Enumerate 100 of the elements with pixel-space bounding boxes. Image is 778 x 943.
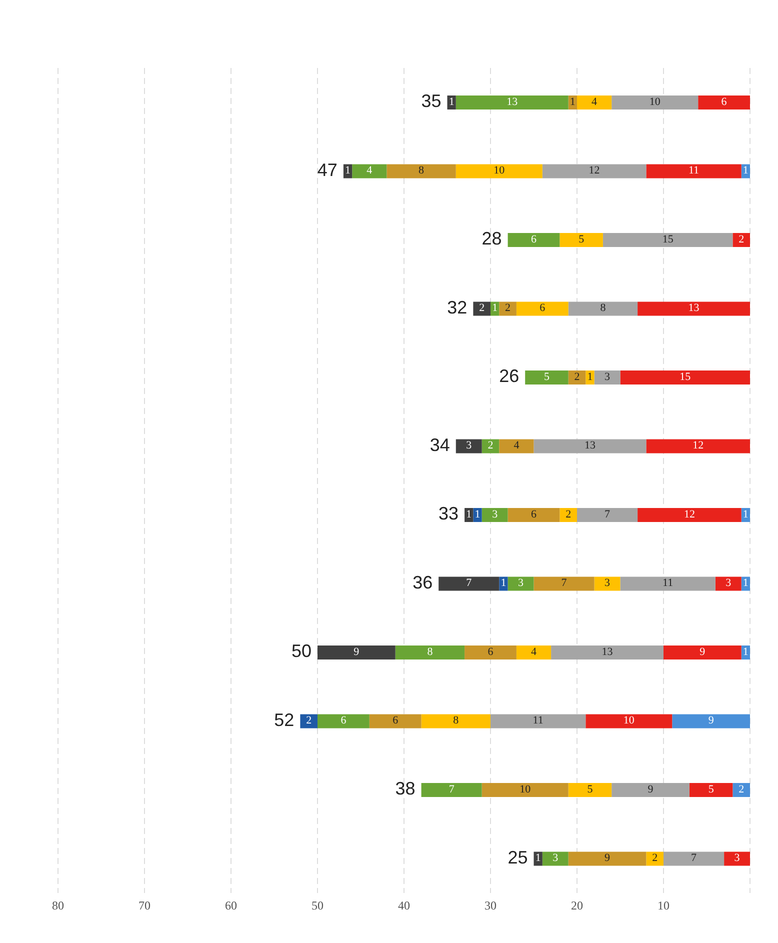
data-label: 1 [742, 508, 748, 520]
data-label: 3 [492, 508, 498, 520]
bar [386, 164, 456, 178]
bar [300, 714, 318, 728]
bar [638, 508, 742, 522]
bar [516, 646, 552, 660]
x-tick-label: 80 [52, 898, 64, 913]
data-label: 6 [488, 646, 494, 658]
bar [499, 302, 516, 316]
data-label: 8 [418, 164, 425, 177]
data-label: 6 [540, 302, 546, 314]
data-label: 11 [662, 577, 674, 590]
data-label: 1 [345, 164, 351, 177]
bar [534, 439, 646, 454]
total-label: 38 [395, 778, 416, 799]
data-label: 7 [448, 783, 455, 796]
bar [438, 576, 500, 591]
bar [732, 783, 750, 797]
data-label: 4 [531, 646, 537, 658]
data-label: 4 [366, 164, 373, 177]
bar [577, 508, 638, 522]
total-label: 36 [412, 572, 433, 592]
data-label: 8 [427, 646, 434, 658]
x-tick-label: 20 [571, 898, 583, 913]
bar [672, 714, 750, 728]
bar [689, 783, 733, 797]
data-label: 15 [680, 370, 692, 383]
data-label: 13 [584, 440, 596, 452]
bar [499, 439, 534, 454]
data-label: 1 [742, 577, 748, 590]
data-label: 1 [466, 508, 472, 520]
data-label: 12 [684, 508, 695, 520]
data-label: 9 [648, 783, 654, 796]
bar [602, 233, 733, 247]
data-label: 1 [742, 164, 748, 177]
data-label: 7 [604, 508, 611, 520]
bar [318, 646, 396, 660]
data-label: 2 [566, 508, 572, 520]
bar [508, 233, 560, 247]
data-label: 2 [479, 302, 485, 314]
data-label: 4 [592, 96, 598, 108]
x-tick-label: 40 [398, 898, 410, 913]
bar [421, 783, 482, 797]
total-label: 47 [317, 160, 338, 180]
total-label: 35 [421, 91, 442, 112]
total-label: 33 [438, 504, 459, 524]
data-label: 1 [492, 302, 498, 314]
x-tick-label: 60 [225, 898, 237, 913]
data-label: 8 [453, 714, 460, 727]
bar [646, 439, 750, 454]
bar [594, 370, 620, 384]
bar [421, 714, 490, 728]
bar [490, 714, 586, 728]
data-label: 1 [500, 577, 506, 590]
data-label: 11 [532, 714, 544, 727]
bar [542, 164, 646, 178]
data-label: 1 [587, 370, 593, 383]
data-label: 1 [535, 852, 541, 864]
bar [464, 646, 516, 660]
bar [551, 646, 664, 660]
data-label: 3 [734, 852, 740, 864]
bar [568, 783, 612, 797]
data-label: 2 [574, 370, 580, 383]
bar [568, 370, 586, 384]
data-label: 10 [623, 714, 635, 727]
data-label: 1 [570, 96, 576, 108]
bar [352, 164, 387, 178]
bar [620, 370, 750, 384]
bar [715, 576, 742, 591]
total-label: 50 [291, 641, 312, 662]
total-label: 34 [430, 434, 450, 455]
data-label: 15 [662, 233, 674, 246]
bar [516, 302, 568, 316]
data-label: 5 [578, 233, 585, 246]
data-label: 2 [488, 440, 494, 452]
bar [456, 96, 568, 110]
bar [456, 439, 482, 454]
total-label: 25 [508, 847, 528, 868]
data-label: 13 [688, 302, 700, 314]
data-label: 1 [448, 96, 454, 108]
bar [646, 852, 664, 866]
data-label: 12 [588, 164, 600, 177]
bar [395, 646, 465, 660]
data-label: 7 [691, 852, 698, 864]
data-label: 6 [531, 508, 537, 520]
data-label: 7 [561, 577, 568, 590]
data-label: 10 [494, 164, 506, 177]
bar [620, 576, 716, 591]
bar [594, 576, 620, 591]
data-label: 1 [742, 646, 748, 658]
bar [318, 714, 370, 728]
data-label: 12 [692, 440, 704, 452]
total-label: 32 [447, 297, 468, 318]
bar [508, 576, 534, 591]
data-label: 13 [602, 646, 614, 658]
data-label: 3 [604, 577, 611, 590]
data-label: 9 [708, 714, 714, 727]
data-label: 2 [652, 852, 658, 864]
data-label: 3 [466, 440, 472, 452]
data-label: 3 [726, 577, 732, 590]
